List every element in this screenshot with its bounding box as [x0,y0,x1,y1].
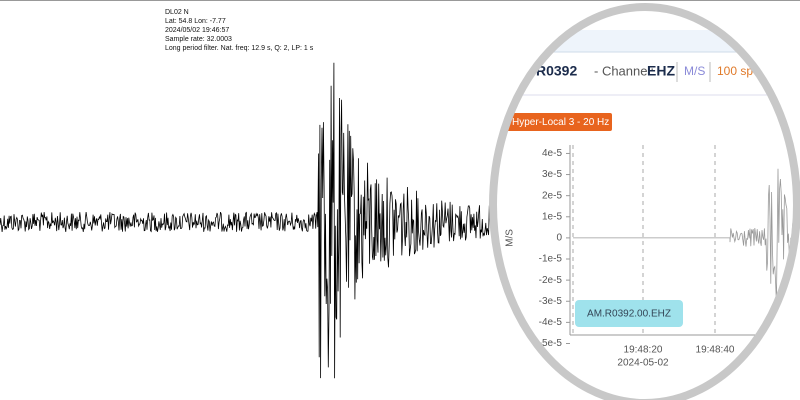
y-tick-label: -3e-5 [539,296,563,307]
y-tick-label: -4e-5 [539,317,563,328]
y-tick-label: -5e-5 [539,338,563,349]
inset-top-bar [493,30,797,52]
filter-tag [505,113,612,131]
y-tick-label: 0 [556,233,562,244]
station-label: DL02 N [165,9,189,16]
legend-label: AM.R0392.00.EHZ [587,309,671,320]
y-ticks: 4e-5 3e-5 2e-5 1e-5 0 -1e-5 -2e-5 -3e-5 -4e-5 -5e… [539,148,570,349]
sample-rate-label: Sample rate: 32.0003 [165,36,232,43]
legend-box [575,300,683,327]
x-tick-label: 19:48:20 [624,345,663,356]
units-label: M/S [684,64,705,78]
filter-tag-label: Hyper-Local 3 - 20 Hz [512,117,609,128]
channel-label: - Channel: [594,63,654,78]
inset: e: R0392 - Channel: EHZ M/S 100 sp Hyper… [493,7,797,400]
location-label: Lat: 54.8 Lon: -7.77 [165,18,226,25]
filter-label: Long period filter. Nat. freq: 12.9 s, Q… [165,45,314,52]
x-tick-label: 19:48:40 [696,345,735,356]
y-tick-label: 1e-5 [542,211,562,222]
y-axis-label: M/S [505,229,516,247]
y-tick-label: 4e-5 [542,148,562,159]
station-code: R0392 [536,63,577,79]
channel-code: EHZ [647,63,675,79]
date-label: 2024-05-02 [617,358,669,369]
datetime-label: 2024/05/02 19:46:57 [165,27,229,34]
y-tick-label: -2e-5 [539,275,563,286]
seismogram-trace [0,62,501,379]
y-tick-label: 3e-5 [542,169,562,180]
sample-label: 100 sp [717,64,753,78]
magnifier-ring [489,3,800,400]
y-tick-label: 2e-5 [542,190,562,201]
inset-signal [573,168,797,304]
y-tick-label: -1e-5 [539,254,563,265]
